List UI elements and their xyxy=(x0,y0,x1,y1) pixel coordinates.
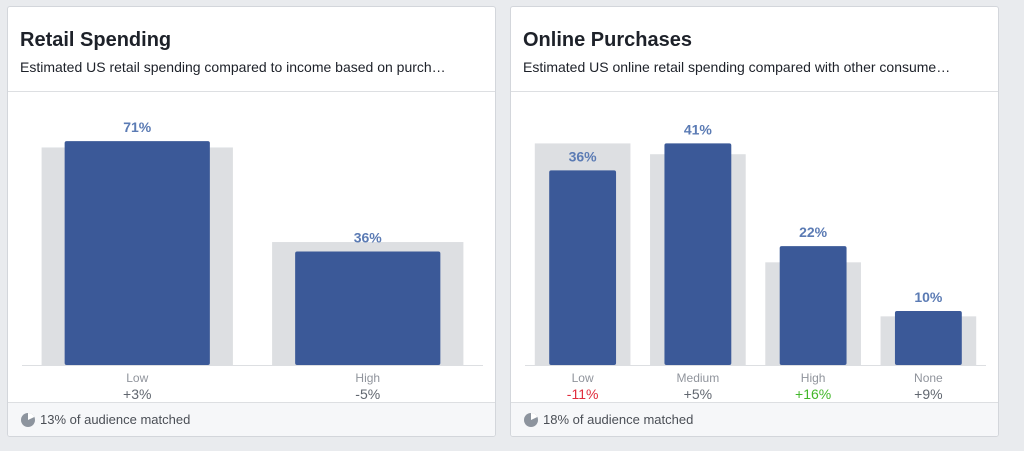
card-footer: 13% of audience matched xyxy=(8,402,495,436)
pie-chart-icon xyxy=(21,412,35,427)
bar-chart-svg: 71% Low+3% 36% High-5% xyxy=(22,119,483,402)
delta-label: -11% xyxy=(567,386,599,402)
value-label: 71% xyxy=(123,119,152,135)
delta-label: +9% xyxy=(914,386,942,402)
value-label: 41% xyxy=(684,121,713,137)
category-label: High xyxy=(355,371,380,385)
category-label: Low xyxy=(126,371,148,385)
audience-matched-text: 18% of audience matched xyxy=(543,412,694,427)
card-title: Retail Spending xyxy=(20,29,172,51)
online-purchases-chart: 36% Low -11% 41% Medium +5% 22% High +16% 10% None… xyxy=(511,92,998,404)
delta-label: +3% xyxy=(123,386,151,402)
data-bar xyxy=(295,251,441,365)
data-bar xyxy=(779,246,847,365)
card-header: Online Purchases Estimated US online ret… xyxy=(511,7,998,92)
card-subtitle: Estimated US online retail spending comp… xyxy=(523,59,951,75)
retail-spending-card: Retail Spending Estimated US retail spen… xyxy=(7,6,496,437)
delta-label: -5% xyxy=(355,386,380,402)
value-label: 36% xyxy=(569,148,598,164)
card-subtitle: Estimated US retail spending compared to… xyxy=(20,59,446,75)
data-bar xyxy=(664,143,732,365)
category-label: None xyxy=(914,371,943,385)
value-label: 22% xyxy=(799,224,828,240)
audience-matched-text: 13% of audience matched xyxy=(40,412,191,427)
delta-label: +16% xyxy=(795,386,831,402)
category-label: High xyxy=(801,371,826,385)
retail-spending-chart: 71% Low +3% 36% High -5% xyxy=(8,92,495,404)
delta-label: +5% xyxy=(684,386,712,402)
category-label: Medium xyxy=(677,371,720,385)
data-bar xyxy=(64,141,210,365)
data-bar xyxy=(894,310,962,365)
card-title: Online Purchases xyxy=(523,29,692,51)
pie-chart-icon xyxy=(524,412,538,427)
category-label: Low xyxy=(572,371,594,385)
card-header: Retail Spending Estimated US retail spen… xyxy=(8,7,495,92)
value-label: 10% xyxy=(914,289,943,305)
value-label: 36% xyxy=(354,230,383,246)
data-bar xyxy=(549,170,617,365)
online-purchases-card: Online Purchases Estimated US online ret… xyxy=(510,6,999,437)
card-footer: 18% of audience matched xyxy=(511,402,998,436)
bar-chart-svg: 36% Low-11% 41% Medium+5% 22% High+16% 10% None… xyxy=(525,121,986,402)
